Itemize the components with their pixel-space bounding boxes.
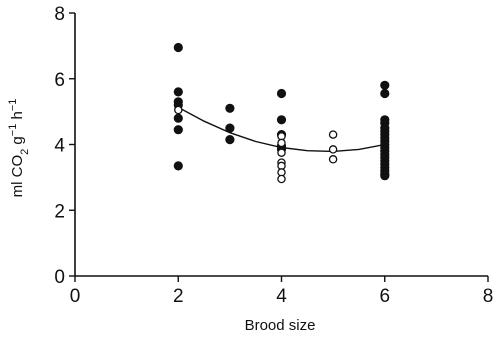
data-point-filled <box>380 88 390 99</box>
y-tick-label: 2 <box>54 201 65 222</box>
y-axis-label-unit2-exp: −1 <box>7 99 19 112</box>
tick-labels: 0 2 4 6 8 0 2 4 6 8 <box>54 4 493 307</box>
data-point-filled <box>225 103 235 113</box>
data-point-open <box>277 138 286 148</box>
y-axis-label: ml CO2 g−1 h−1 <box>7 99 31 198</box>
data-point-filled <box>173 113 183 123</box>
y-axis-label-unit1: g <box>9 136 26 144</box>
x-tick-label: 8 <box>483 286 494 307</box>
y-axis-label-unit1-exp: −1 <box>7 124 19 137</box>
x-tick-label: 6 <box>379 286 390 307</box>
data-point-filled <box>225 123 235 133</box>
data-point-filled <box>173 42 183 53</box>
data-point-filled <box>380 171 390 181</box>
y-tick-label: 6 <box>54 70 65 91</box>
data-point-open <box>277 174 286 184</box>
y-axis-label-unit2: h <box>9 111 26 119</box>
data-point-filled <box>276 88 287 99</box>
data-points-layer <box>173 42 390 184</box>
x-axis-label: Brood size <box>245 317 316 334</box>
x-tick-label: 0 <box>70 286 81 307</box>
y-tick-label: 8 <box>54 4 65 25</box>
y-axis-label-base: ml CO <box>9 155 26 198</box>
data-point-filled <box>173 87 183 97</box>
y-axis-label-sub: 2 <box>19 149 31 155</box>
y-tick-label: 4 <box>54 136 65 157</box>
data-point-open <box>277 148 286 157</box>
data-point-filled <box>173 161 183 171</box>
data-point-filled <box>173 125 183 135</box>
data-point-filled <box>276 115 287 125</box>
axes <box>69 12 489 282</box>
data-point-open <box>174 105 183 115</box>
x-tick-label: 2 <box>173 286 184 307</box>
data-point-open <box>328 145 338 154</box>
data-point-filled <box>225 135 235 145</box>
data-point-open <box>328 130 338 139</box>
x-tick-label: 4 <box>276 286 287 307</box>
data-point-filled <box>380 80 390 90</box>
y-tick-label: 0 <box>54 267 65 288</box>
data-point-open <box>328 155 338 164</box>
